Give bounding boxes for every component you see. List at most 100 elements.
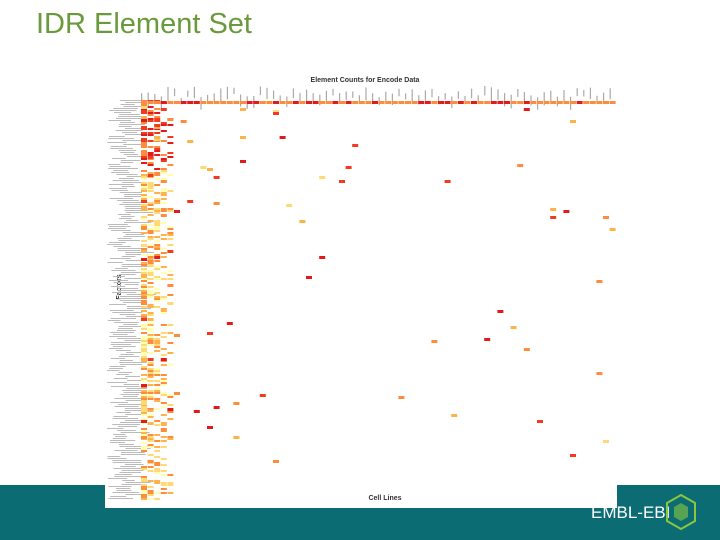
row-label bbox=[118, 126, 132, 127]
heatmap-cell bbox=[398, 396, 405, 399]
heatmap-cell bbox=[299, 220, 306, 223]
heatmap-cell bbox=[154, 146, 161, 148]
heatmap-cell bbox=[160, 178, 167, 180]
heatmap-cell bbox=[319, 176, 326, 179]
column-label bbox=[372, 93, 374, 105]
heatmap-cell bbox=[154, 236, 161, 238]
row-label bbox=[119, 124, 145, 125]
heatmap-cell bbox=[141, 350, 147, 352]
row-label bbox=[114, 476, 144, 477]
heatmap-cell bbox=[160, 492, 167, 494]
brand-name: EMBL-EBI bbox=[591, 503, 671, 522]
heatmap-cell bbox=[147, 256, 154, 258]
heatmap-cell bbox=[147, 260, 154, 262]
row-label bbox=[109, 188, 127, 189]
heatmap-cell bbox=[160, 154, 167, 156]
row-label bbox=[117, 214, 131, 215]
heatmap-cell bbox=[141, 414, 147, 416]
heatmap-title: Element Counts for Encode Data bbox=[311, 77, 420, 84]
heatmap-cell bbox=[154, 424, 161, 426]
heatmap-cell bbox=[160, 198, 167, 200]
row-label bbox=[125, 414, 145, 415]
heatmap-cell bbox=[266, 101, 273, 104]
row-label bbox=[126, 156, 142, 157]
heatmap-cell bbox=[154, 138, 161, 141]
heatmap-cell bbox=[160, 194, 167, 196]
heatmap-cell bbox=[167, 228, 174, 230]
row-label bbox=[124, 340, 154, 341]
heatmap-cell bbox=[154, 342, 161, 344]
heatmap-cell bbox=[167, 474, 174, 476]
row-label bbox=[107, 458, 127, 459]
heatmap-cell bbox=[141, 468, 147, 470]
heatmap-cell bbox=[160, 392, 167, 394]
heatmap-cell bbox=[167, 352, 174, 354]
heatmap-cell bbox=[523, 101, 530, 104]
heatmap-cell bbox=[233, 436, 240, 439]
heatmap-cell bbox=[154, 278, 161, 280]
heatmap-cell bbox=[141, 338, 147, 340]
row-label bbox=[123, 144, 144, 145]
row-label bbox=[109, 310, 134, 311]
heatmap-cell bbox=[147, 444, 154, 446]
column-label bbox=[609, 88, 611, 100]
heatmap-cell bbox=[141, 406, 147, 408]
heatmap-cell bbox=[583, 101, 590, 104]
heatmap-cell bbox=[147, 370, 154, 372]
heatmap-cell bbox=[160, 332, 167, 334]
heatmap-cell bbox=[147, 202, 154, 204]
heatmap-cell bbox=[147, 318, 154, 321]
row-label bbox=[107, 456, 121, 457]
heatmap-cell bbox=[154, 212, 161, 214]
heatmap-cell bbox=[160, 234, 167, 236]
heatmap-cell bbox=[147, 294, 154, 296]
row-label bbox=[120, 452, 145, 453]
column-label bbox=[167, 86, 169, 101]
heatmap-cell bbox=[141, 186, 147, 188]
heatmap-cell bbox=[160, 266, 167, 268]
heatmap-cell bbox=[424, 101, 431, 104]
heatmap-cell bbox=[141, 292, 147, 294]
row-label bbox=[119, 192, 142, 193]
heatmap-cell bbox=[147, 296, 154, 298]
heatmap-cell bbox=[147, 214, 154, 216]
heatmap-cell bbox=[141, 194, 147, 196]
heatmap-cell bbox=[147, 314, 154, 316]
heatmap-cell bbox=[154, 260, 161, 262]
heatmap-cell bbox=[154, 192, 161, 194]
row-label bbox=[108, 168, 138, 169]
row-label bbox=[119, 114, 140, 115]
heatmap-cell bbox=[160, 208, 167, 210]
row-label bbox=[116, 490, 132, 491]
heatmap-cell bbox=[352, 101, 359, 104]
heatmap-cell bbox=[141, 310, 147, 312]
row-label bbox=[124, 278, 154, 279]
row-label bbox=[108, 486, 132, 487]
heatmap-cell bbox=[167, 436, 174, 438]
row-label bbox=[113, 434, 126, 435]
column-label bbox=[490, 87, 492, 102]
heatmap-cell bbox=[438, 101, 444, 104]
heatmap-cell bbox=[141, 390, 147, 392]
heatmap-cell bbox=[154, 184, 161, 186]
row-label bbox=[107, 370, 120, 371]
heatmap-cell bbox=[160, 256, 167, 258]
row-label bbox=[119, 100, 149, 101]
heatmap-cell bbox=[167, 142, 174, 144]
heatmap-cell bbox=[154, 230, 161, 232]
column-label bbox=[312, 93, 314, 103]
row-label bbox=[115, 118, 146, 119]
row-label bbox=[119, 314, 136, 315]
heatmap-cell bbox=[147, 390, 154, 392]
heatmap-cell bbox=[154, 220, 161, 222]
row-label bbox=[110, 148, 133, 149]
row-label bbox=[109, 110, 137, 111]
heatmap-cell bbox=[490, 101, 497, 104]
heatmap-cell bbox=[385, 101, 392, 104]
heatmap-cell bbox=[167, 482, 174, 484]
heatmap-cell bbox=[160, 458, 167, 460]
heatmap-cell bbox=[167, 364, 174, 366]
heatmap-cell bbox=[147, 304, 154, 306]
row-label bbox=[107, 478, 128, 479]
heatmap-cell bbox=[273, 112, 279, 115]
